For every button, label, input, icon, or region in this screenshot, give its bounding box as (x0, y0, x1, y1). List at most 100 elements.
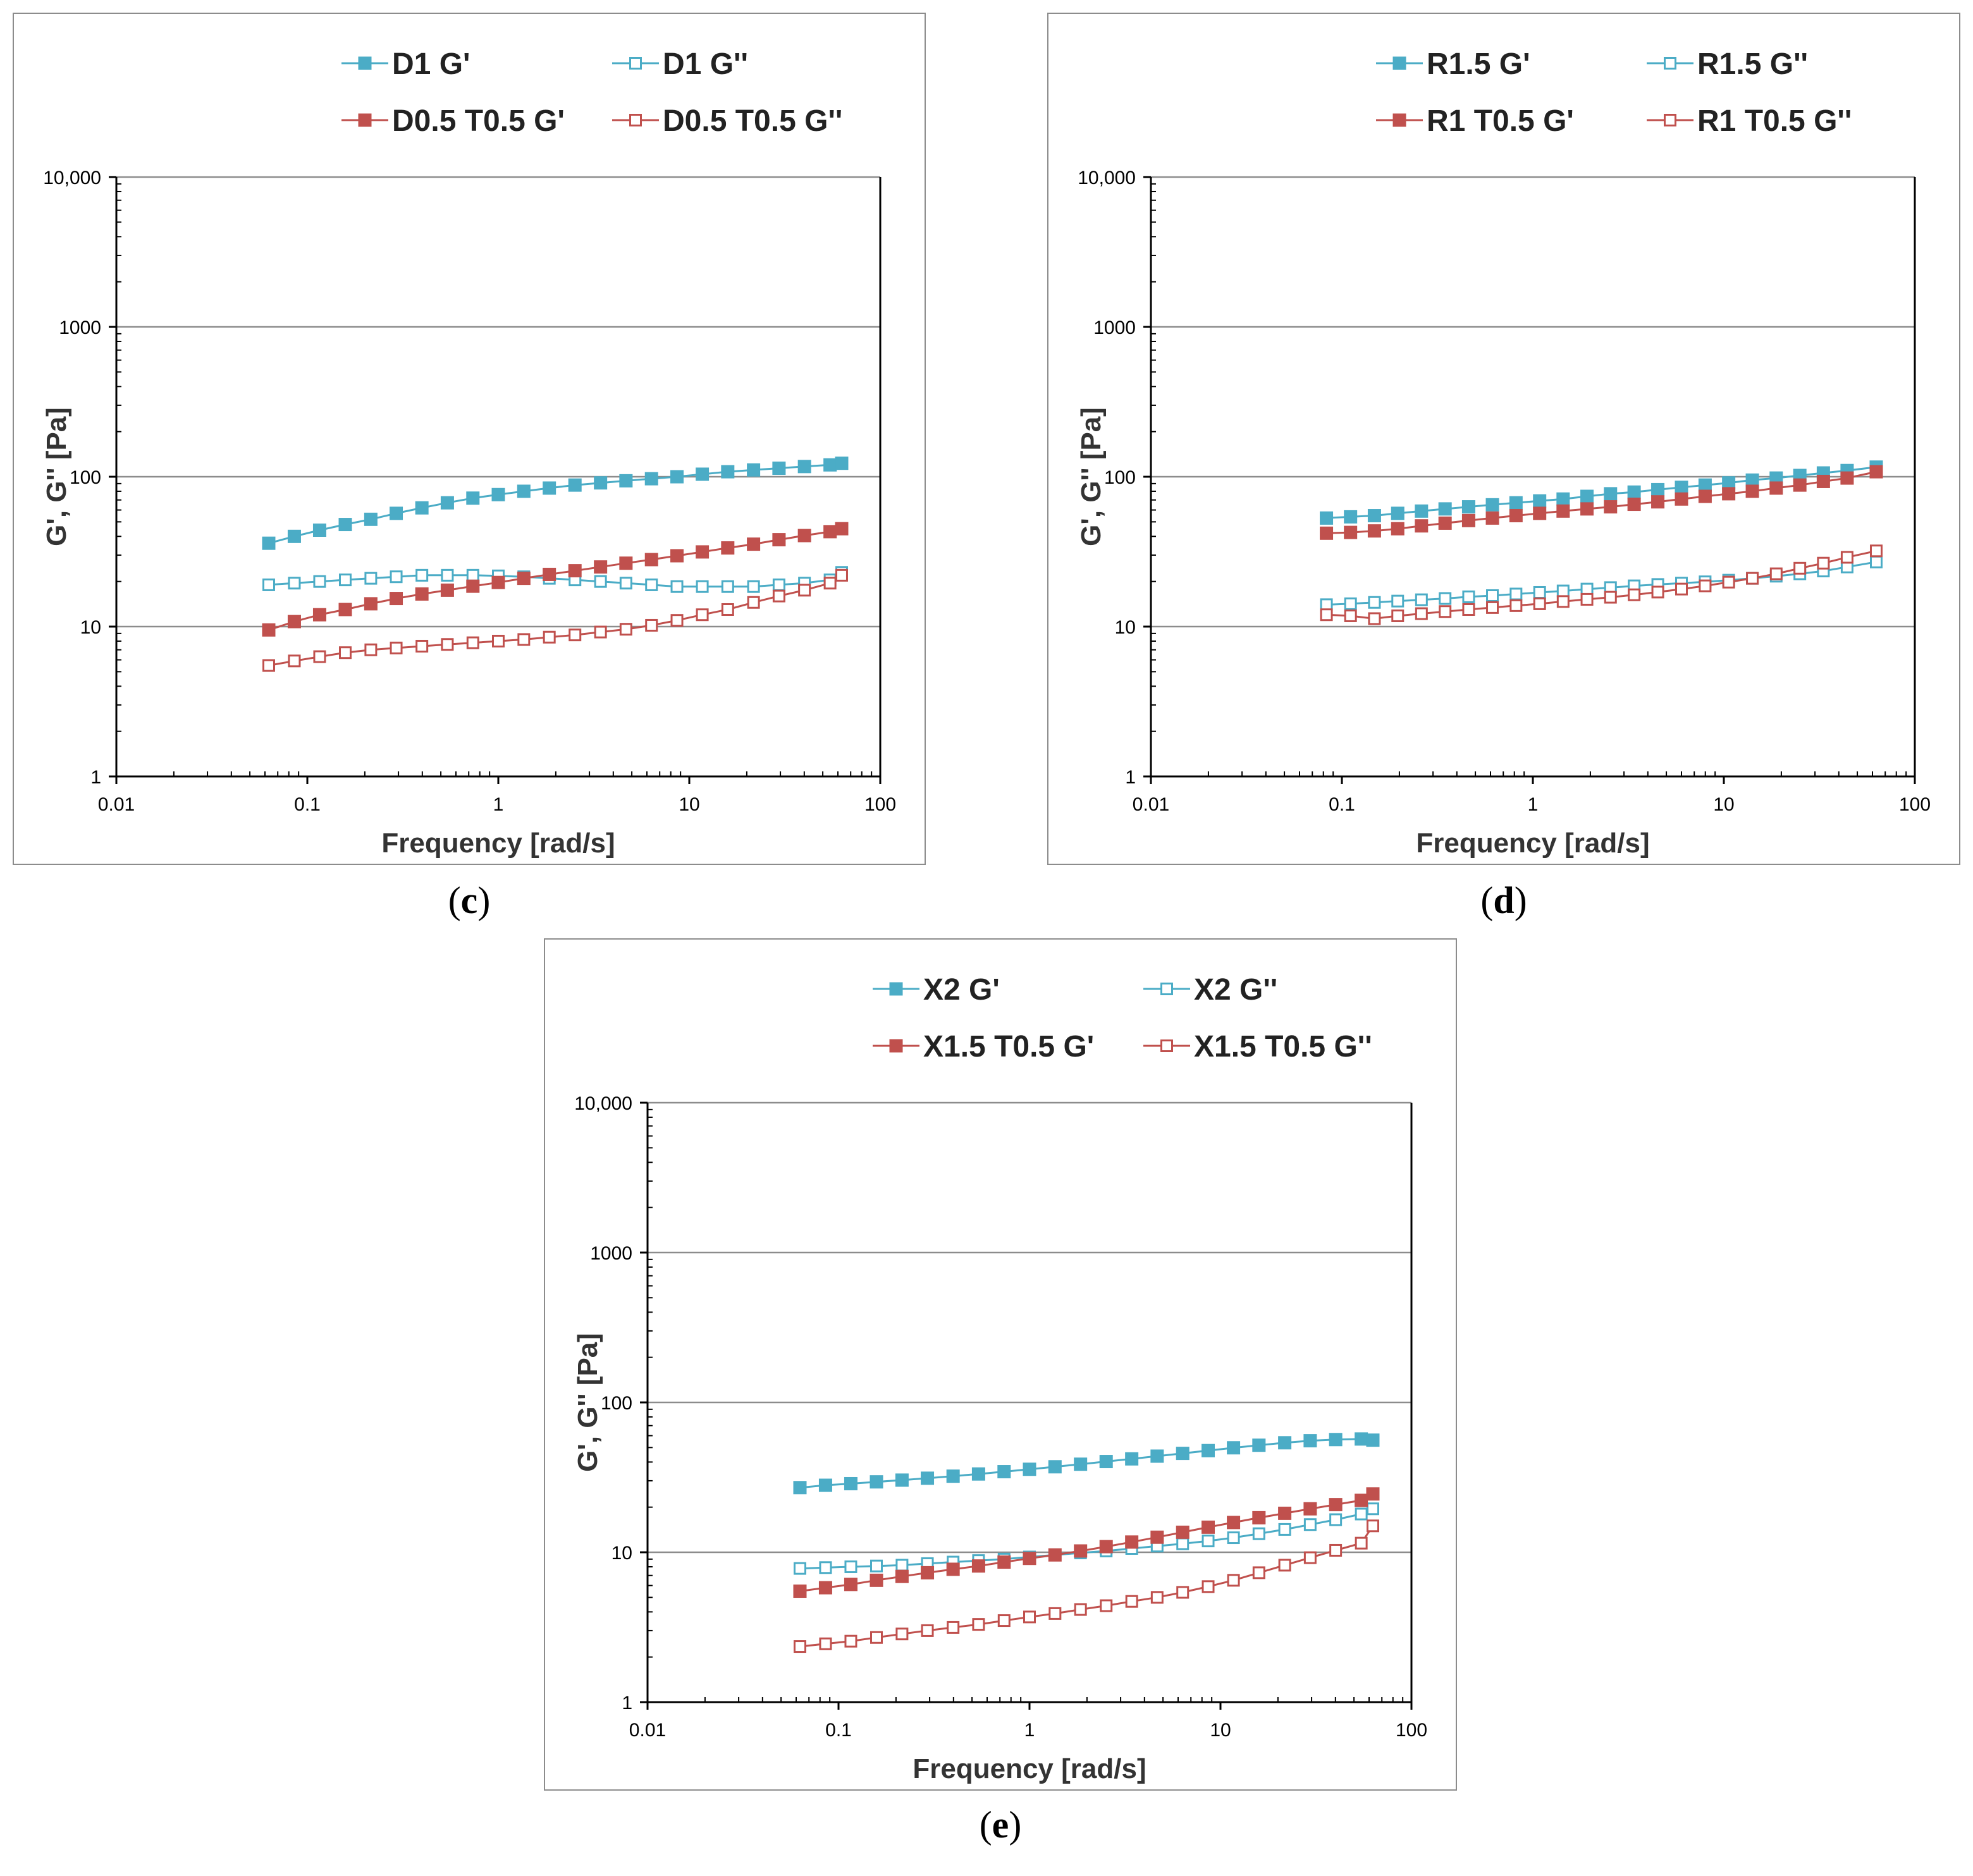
data-point (1769, 481, 1783, 495)
data-point (1556, 492, 1570, 506)
minor-ticks (648, 1108, 1404, 1702)
data-point (1509, 599, 1523, 612)
data-point (1533, 597, 1546, 610)
gridlines (648, 1101, 1411, 1554)
data-point (1176, 1537, 1189, 1550)
data-point (1366, 1502, 1379, 1516)
data-point (1303, 1502, 1317, 1516)
data-point (1368, 612, 1381, 625)
data-point (1533, 585, 1546, 599)
legend-label: X2 G' (923, 973, 1000, 1007)
minor-ticks (116, 183, 873, 776)
data-point (517, 572, 531, 585)
data-point (1651, 482, 1665, 496)
legend-label: R1.5 G' (1427, 47, 1530, 81)
chart-panel-d: 1 10 100 1000 10,000 0.01 0.1 1 10 100 Frequency [… (1047, 13, 1960, 865)
x-tick-label-2: 1 (1528, 794, 1539, 815)
data-point (594, 625, 607, 639)
data-point (997, 1465, 1011, 1479)
data-point (921, 1566, 935, 1579)
data-point (793, 1481, 807, 1495)
data-point (1048, 1460, 1062, 1474)
data-point (1675, 492, 1688, 506)
data-point (696, 580, 709, 593)
data-point (1099, 1540, 1113, 1554)
legend-marker (1160, 983, 1173, 995)
data-point (288, 654, 301, 668)
data-point (1344, 597, 1357, 610)
x-tick-label-1: 0.1 (294, 794, 321, 815)
data-point (1367, 509, 1381, 523)
legend-label: X1.5 T0.5 G'' (1194, 1030, 1372, 1064)
data-point (844, 1634, 857, 1648)
data-point (1675, 582, 1688, 596)
data-point (835, 522, 849, 536)
data-point (971, 1559, 985, 1573)
data-point (1415, 519, 1429, 533)
chart-d-svg: 1 10 100 1000 10,000 0.01 0.1 1 10 100 Frequency [… (1076, 47, 1931, 859)
data-point (921, 1471, 935, 1485)
data-point (1745, 473, 1759, 487)
data-point (1675, 481, 1688, 494)
data-point (1100, 1599, 1113, 1612)
legend-marker (1392, 113, 1406, 127)
y-tick-label-4: 10,000 (1078, 168, 1136, 188)
data-point (1604, 487, 1618, 501)
data-point (844, 1578, 857, 1591)
series-x2-g-prime (793, 1432, 1380, 1495)
data-point (312, 608, 326, 622)
data-point (870, 1559, 883, 1573)
x-tick-label-4: 100 (1899, 794, 1931, 815)
data-point (1320, 511, 1334, 525)
data-point (338, 573, 352, 587)
data-point (1278, 1436, 1292, 1450)
data-point (1391, 609, 1404, 622)
data-point (1366, 1487, 1380, 1501)
legend-item-x2-g-prime: X2 G' (873, 973, 1000, 1007)
data-point (818, 1478, 832, 1492)
panel-label-e: (e) (979, 1804, 1022, 1846)
data-point (1817, 556, 1830, 570)
data-point (1869, 465, 1883, 479)
data-point (946, 1469, 960, 1483)
data-point (1698, 478, 1712, 492)
data-point (1202, 1520, 1215, 1534)
data-point (569, 628, 582, 642)
data-point (390, 641, 403, 654)
data-point (390, 506, 403, 520)
x-tick-label-4: 100 (1396, 1720, 1427, 1741)
x-tick-label-4: 100 (864, 794, 896, 815)
data-point (645, 578, 658, 591)
data-point (466, 636, 479, 649)
data-point (619, 577, 632, 590)
data-point (721, 603, 734, 616)
data-point (466, 568, 479, 582)
legend-item-d0-5-t0-5-g-prime: D0.5 T0.5 G' (341, 104, 565, 138)
legend-marker (889, 1039, 903, 1053)
legend: X2 G' X2 G'' X1.5 T0.5 G' X1.5 T0.5 G'' (873, 973, 1372, 1064)
data-point (1303, 1551, 1317, 1564)
data-point (1368, 596, 1381, 609)
chart-panel-e: 1 10 100 1000 10,000 0.01 0.1 1 10 100 Frequency [… (544, 938, 1457, 1791)
data-point (568, 478, 582, 492)
data-point (390, 570, 403, 584)
data-point (1556, 595, 1570, 608)
data-point (844, 1476, 857, 1490)
data-point (262, 659, 275, 672)
data-point (1023, 1552, 1036, 1566)
series-line-r1-t0-5-g-dprime (1326, 549, 1877, 620)
legend-item-x1-5-t0-5-g-prime: X1.5 T0.5 G' (873, 1030, 1094, 1064)
data-point (696, 608, 709, 622)
x-axis-title: Frequency [rad/s] (1416, 828, 1649, 859)
legend-label: D0.5 T0.5 G'' (663, 104, 842, 138)
data-point (921, 1624, 934, 1637)
legend-marker (358, 113, 372, 127)
panel-label-c: (c) (448, 880, 491, 921)
data-point (1462, 590, 1475, 603)
data-point (1486, 589, 1499, 602)
data-point (721, 541, 735, 555)
data-point (747, 580, 760, 593)
data-point (1355, 1507, 1368, 1521)
data-point (793, 1585, 807, 1598)
data-point (818, 1581, 832, 1595)
